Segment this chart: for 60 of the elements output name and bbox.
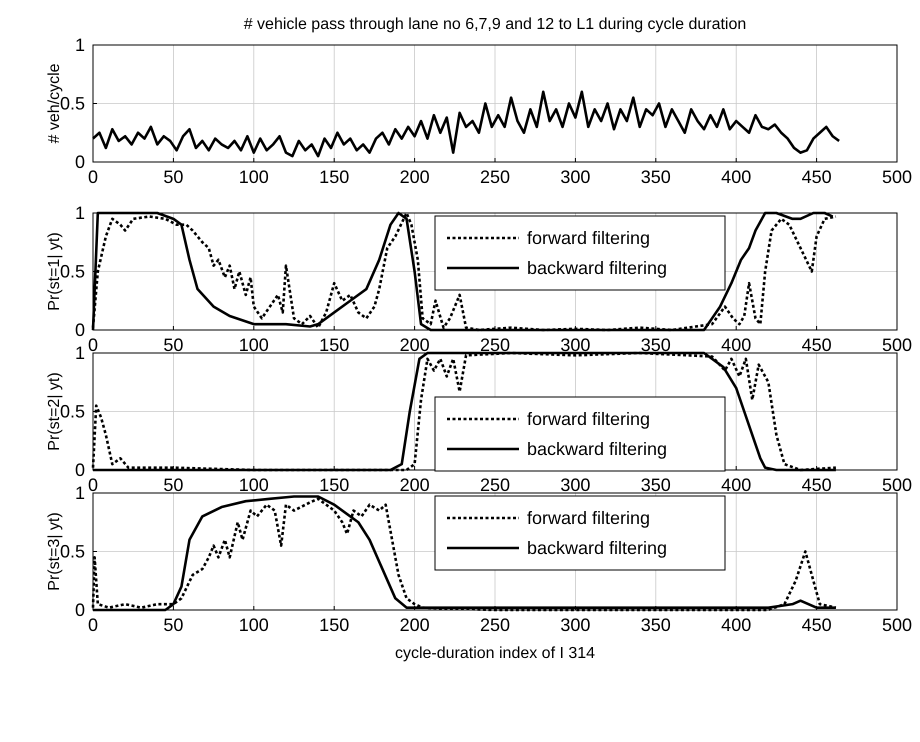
- legend-label: forward filtering: [527, 508, 650, 528]
- x-tick-label: 0: [88, 614, 98, 635]
- legend-label: backward filtering: [527, 538, 668, 558]
- x-tick-label: 0: [88, 166, 98, 187]
- x-tick-label: 200: [400, 166, 430, 187]
- x-tick-label: 250: [480, 474, 510, 495]
- y-tick-label: 0: [74, 320, 85, 340]
- x-tick-label: 200: [400, 474, 430, 495]
- x-tick-label: 100: [238, 334, 269, 355]
- legend-label: backward filtering: [527, 439, 668, 459]
- x-tick-label: 500: [882, 334, 912, 355]
- x-tick-label: 150: [319, 334, 350, 355]
- x-tick-label: 50: [163, 614, 184, 635]
- x-tick-label: 0: [88, 474, 98, 495]
- x-tick-label: 300: [560, 474, 590, 495]
- x-tick-label: 350: [640, 334, 671, 355]
- x-tick-label: 50: [163, 334, 184, 355]
- y-tick-label: 1: [74, 34, 85, 55]
- x-tick-label: 100: [238, 474, 269, 495]
- x-axis-title: cycle-duration index of I 314: [394, 645, 596, 662]
- x-tick-label: 150: [319, 474, 350, 495]
- x-tick-label: 400: [721, 474, 752, 495]
- x-tick-label: 300: [560, 614, 590, 635]
- legend-label: forward filtering: [527, 228, 650, 248]
- x-tick-label: 350: [640, 474, 671, 495]
- legend-label: backward filtering: [527, 258, 668, 278]
- x-tick-label: 500: [882, 614, 912, 635]
- x-tick-label: 400: [721, 166, 752, 187]
- y-tick-label: 1: [74, 202, 85, 223]
- legend-label: forward filtering: [527, 409, 650, 429]
- y-tick-label: 1: [74, 482, 85, 503]
- x-tick-label: 450: [802, 334, 832, 355]
- x-tick-label: 50: [163, 166, 184, 187]
- x-tick-label: 450: [802, 474, 832, 495]
- x-tick-label: 100: [238, 166, 269, 187]
- x-tick-label: 300: [560, 334, 590, 355]
- x-tick-label: 500: [882, 474, 912, 495]
- y-tick-label: 0: [74, 460, 85, 480]
- x-tick-label: 400: [721, 614, 752, 635]
- x-tick-label: 250: [480, 334, 510, 355]
- x-tick-label: 300: [560, 166, 590, 187]
- x-tick-label: 350: [640, 166, 671, 187]
- x-tick-label: 150: [319, 166, 350, 187]
- x-tick-label: 150: [319, 614, 350, 635]
- y-tick-label: 1: [74, 342, 85, 363]
- x-tick-label: 50: [163, 474, 184, 495]
- y-tick-label: 0: [74, 152, 85, 172]
- x-tick-label: 450: [802, 166, 832, 187]
- x-tick-label: 400: [721, 334, 752, 355]
- x-tick-label: 450: [802, 614, 832, 635]
- x-tick-label: 350: [640, 614, 671, 635]
- x-tick-label: 0: [88, 334, 98, 355]
- chart-title: # vehicle pass through lane no 6,7,9 and 12 to L1 during cycle duration: [244, 16, 746, 33]
- x-tick-label: 250: [480, 166, 510, 187]
- x-tick-label: 200: [400, 614, 430, 635]
- x-tick-label: 100: [238, 614, 269, 635]
- x-tick-label: 250: [480, 614, 510, 635]
- x-tick-label: 200: [400, 334, 430, 355]
- y-tick-label: 0: [74, 600, 85, 620]
- x-tick-label: 500: [882, 166, 912, 187]
